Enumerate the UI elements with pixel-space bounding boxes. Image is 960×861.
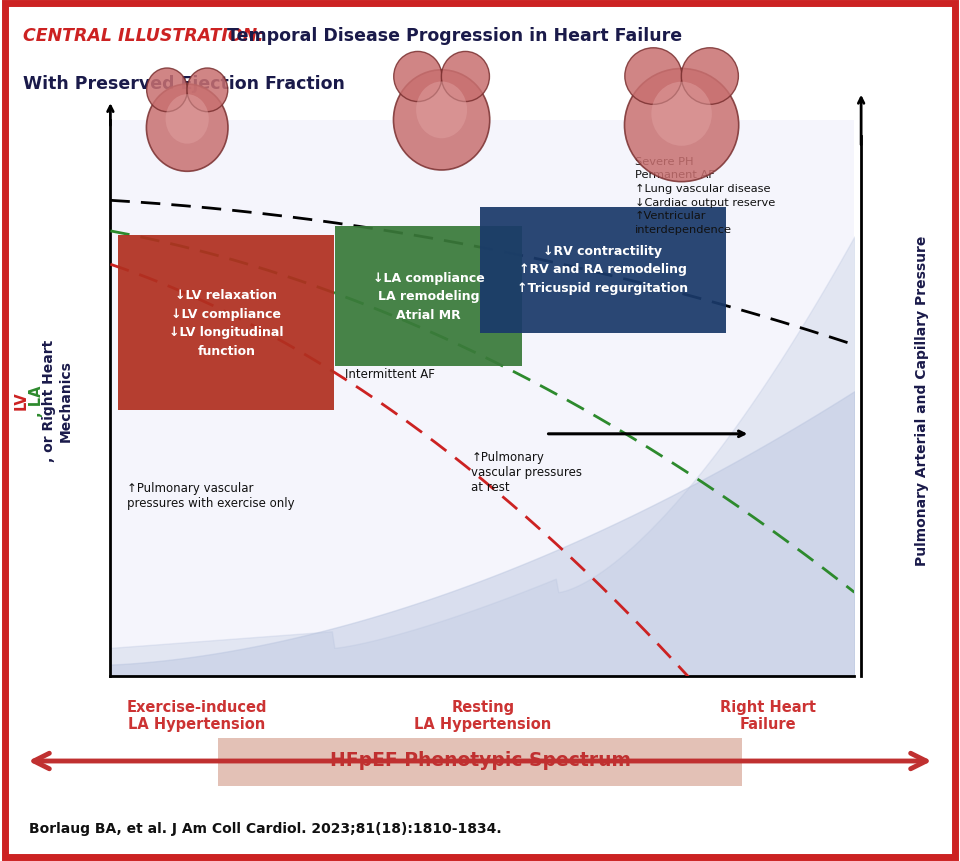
Text: ↓LV relaxation
↓LV compliance
↓LV longitudinal
function: ↓LV relaxation ↓LV compliance ↓LV longit… [169, 289, 284, 357]
Text: ↓LA compliance
LA remodeling
Atrial MR: ↓LA compliance LA remodeling Atrial MR [372, 271, 485, 321]
Ellipse shape [187, 69, 228, 113]
FancyBboxPatch shape [335, 227, 522, 367]
Text: Borlaug BA, et al. J Am Coll Cardiol. 2023;81(18):1810-1834.: Borlaug BA, et al. J Am Coll Cardiol. 20… [29, 821, 501, 835]
Text: ↓RV contractility
↑RV and RA remodeling
↑Tricuspid regurgitation: ↓RV contractility ↑RV and RA remodeling … [517, 245, 688, 294]
Ellipse shape [416, 83, 468, 139]
Text: With Preserved Ejection Fraction: With Preserved Ejection Fraction [23, 75, 345, 93]
Text: Right Heart
Failure: Right Heart Failure [720, 699, 816, 732]
Text: CENTRAL ILLUSTRATION:: CENTRAL ILLUSTRATION: [23, 27, 264, 45]
Text: LV: LV [13, 391, 29, 410]
Text: ↑Pulmonary vascular
pressures with exercise only: ↑Pulmonary vascular pressures with exerc… [127, 481, 295, 510]
Ellipse shape [625, 49, 682, 105]
Ellipse shape [682, 49, 738, 105]
Text: , LA: , LA [29, 385, 44, 416]
Text: ↑Pulmonary
vascular pressures
at rest: ↑Pulmonary vascular pressures at rest [471, 451, 582, 494]
Ellipse shape [394, 53, 442, 102]
Ellipse shape [442, 53, 490, 102]
Text: Severe PH
Permanent AF
↑Lung vascular disease
↓Cardiac output reserve
↑Ventricul: Severe PH Permanent AF ↑Lung vascular di… [635, 157, 775, 235]
Text: Intermittent AF: Intermittent AF [345, 368, 435, 381]
Ellipse shape [147, 69, 187, 113]
Text: , or Right Heart
Mechanics: , or Right Heart Mechanics [42, 339, 73, 461]
FancyBboxPatch shape [480, 208, 727, 333]
FancyBboxPatch shape [118, 236, 334, 411]
Ellipse shape [147, 85, 228, 172]
Ellipse shape [624, 70, 738, 183]
Text: Pulmonary Arterial and Capillary Pressure: Pulmonary Arterial and Capillary Pressur… [915, 235, 928, 566]
Ellipse shape [651, 83, 711, 146]
Ellipse shape [166, 95, 209, 145]
FancyBboxPatch shape [218, 738, 742, 786]
Text: HFpEF Phenotypic Spectrum: HFpEF Phenotypic Spectrum [329, 751, 631, 770]
Ellipse shape [394, 71, 490, 170]
Text: Exercise-induced
LA Hypertension: Exercise-induced LA Hypertension [127, 699, 267, 732]
Text: Resting
LA Hypertension: Resting LA Hypertension [415, 699, 551, 732]
Text: Temporal Disease Progression in Heart Failure: Temporal Disease Progression in Heart Fa… [222, 27, 683, 45]
